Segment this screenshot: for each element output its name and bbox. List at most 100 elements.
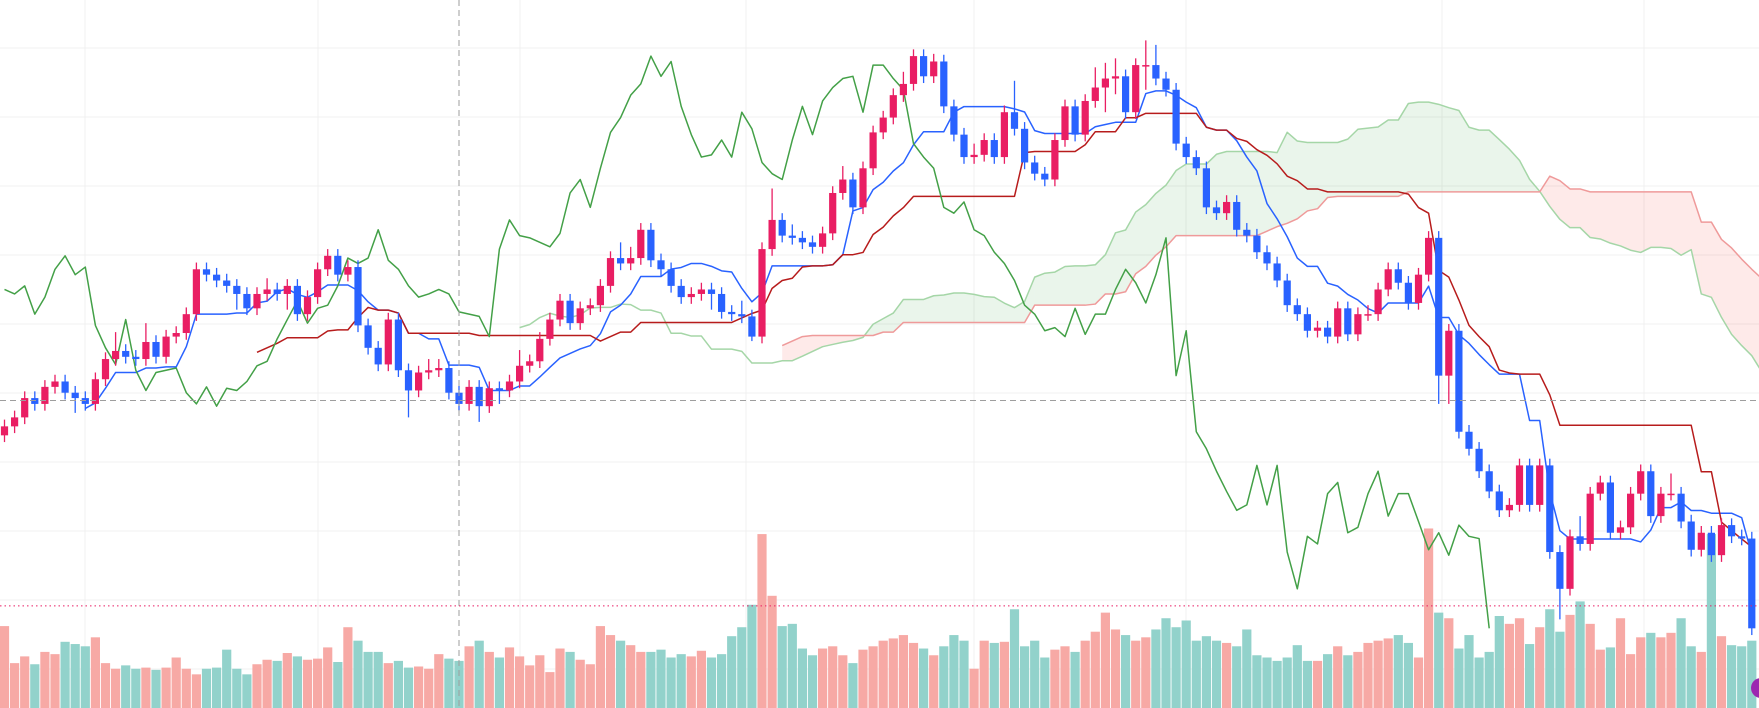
volume-bar bbox=[1605, 647, 1615, 708]
kijun-sen-line bbox=[256, 112, 1753, 548]
volume-bar bbox=[282, 653, 292, 708]
volume-bar bbox=[1262, 657, 1272, 708]
candle-body bbox=[1263, 252, 1271, 264]
volume-bar bbox=[1201, 636, 1211, 708]
cloud-segment bbox=[782, 341, 793, 361]
volume-bar bbox=[373, 651, 383, 708]
candle-body bbox=[930, 61, 938, 77]
volume-bar bbox=[919, 648, 929, 708]
volume-bar bbox=[1494, 615, 1504, 708]
volume-bar bbox=[1413, 657, 1424, 708]
volume-bar bbox=[1595, 649, 1605, 708]
volume-bar bbox=[1080, 640, 1090, 708]
candle-body bbox=[1354, 314, 1362, 335]
volume-bar bbox=[424, 668, 434, 708]
candle-body bbox=[1010, 112, 1019, 129]
candle-body bbox=[667, 269, 675, 286]
volume-bar bbox=[1615, 618, 1626, 708]
volume-bar bbox=[1484, 651, 1494, 708]
volume-bar bbox=[1181, 620, 1191, 708]
candle-body bbox=[1324, 327, 1332, 337]
cloud-segment bbox=[1004, 303, 1015, 323]
volume-bar bbox=[414, 666, 424, 708]
candle-body bbox=[51, 381, 59, 387]
candle-body bbox=[586, 305, 594, 309]
volume-bar bbox=[70, 644, 80, 708]
volume-bar bbox=[161, 667, 171, 708]
volume-bar bbox=[1040, 657, 1050, 708]
candle-body bbox=[344, 267, 352, 275]
volume-bar bbox=[504, 647, 515, 708]
volume-bar bbox=[868, 646, 878, 708]
candle-body bbox=[1697, 532, 1705, 550]
candle-body bbox=[990, 140, 998, 158]
cloud-segment bbox=[1691, 191, 1702, 294]
volume-bar bbox=[636, 651, 646, 708]
candle-body bbox=[1556, 552, 1564, 589]
candle-body bbox=[142, 341, 150, 360]
candle-body bbox=[637, 229, 645, 259]
volume-bar bbox=[696, 650, 706, 708]
cloud-segment bbox=[1660, 191, 1671, 249]
candle-body bbox=[1041, 173, 1049, 180]
volume-bar bbox=[1141, 637, 1151, 708]
volume-bar bbox=[1565, 614, 1575, 708]
volume-bar bbox=[403, 667, 414, 708]
volume-bar bbox=[1403, 642, 1413, 708]
volume-bar bbox=[1686, 646, 1696, 708]
candle-body bbox=[889, 95, 897, 118]
cloud-segment bbox=[822, 335, 833, 347]
tenkan-sen-line bbox=[84, 90, 1753, 555]
candle-body bbox=[1435, 237, 1443, 376]
cloud-segment bbox=[792, 336, 803, 361]
candle-body bbox=[596, 285, 604, 306]
volume-bar bbox=[1676, 618, 1686, 708]
candle-body bbox=[1606, 482, 1614, 533]
candle-body bbox=[1677, 493, 1685, 522]
volume-bar bbox=[1555, 631, 1565, 708]
cloud-segment bbox=[1044, 272, 1055, 306]
cloud-segment bbox=[1509, 149, 1520, 192]
candle-body bbox=[576, 308, 584, 324]
volume-bar bbox=[626, 645, 636, 708]
volume-bar bbox=[1242, 629, 1252, 708]
candle-body bbox=[728, 311, 736, 315]
volume-bar bbox=[353, 640, 363, 708]
candle-body bbox=[283, 285, 291, 294]
volume-bar bbox=[232, 668, 242, 708]
candle-body bbox=[101, 359, 110, 380]
candle-body bbox=[1071, 106, 1079, 135]
candle-body bbox=[1243, 229, 1251, 236]
volume-bar bbox=[1292, 645, 1302, 708]
volume-bar bbox=[605, 635, 616, 708]
volume-bar bbox=[515, 656, 525, 708]
volume-bar bbox=[1191, 640, 1201, 708]
volume-bar bbox=[1444, 618, 1454, 708]
cloud-segment bbox=[1145, 193, 1156, 267]
cloud-segment bbox=[1398, 103, 1409, 197]
candle-body bbox=[1687, 521, 1695, 550]
cloud-segment bbox=[1701, 222, 1712, 298]
candle-body bbox=[243, 293, 251, 309]
candle-body bbox=[1051, 140, 1059, 180]
volume-bar bbox=[646, 651, 656, 708]
volume-bar bbox=[1464, 635, 1474, 708]
cloud-segment bbox=[1317, 142, 1328, 209]
candle-body bbox=[1122, 76, 1130, 113]
cloud-segment bbox=[802, 335, 813, 357]
volume-bar bbox=[1454, 648, 1464, 708]
volume-bar bbox=[1100, 612, 1110, 708]
candle-body bbox=[192, 269, 200, 315]
cloud-segment bbox=[1065, 265, 1076, 306]
candle-body bbox=[475, 386, 483, 407]
candle-body bbox=[374, 347, 382, 365]
candle-body bbox=[970, 154, 978, 158]
candle-body bbox=[899, 83, 907, 96]
volume-bar bbox=[848, 663, 858, 708]
candle-body bbox=[1647, 471, 1655, 517]
volume-bar bbox=[20, 656, 30, 708]
cloud-segment bbox=[1711, 222, 1722, 318]
candle-body bbox=[1728, 525, 1736, 537]
volume-bar bbox=[818, 648, 828, 708]
